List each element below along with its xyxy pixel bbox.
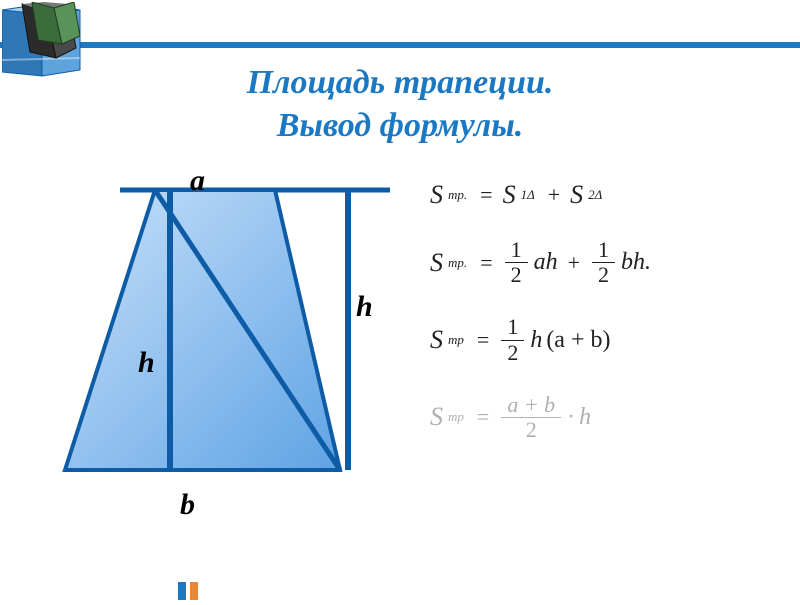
var-S: S [430,402,443,432]
equals: = [477,327,489,353]
term-ah: ah [534,249,558,276]
paren-ab: (a + b) [546,327,610,354]
term-bh: bh. [621,249,651,276]
trapezoid-diagram: a h h b [30,170,390,510]
formula-3: Sтр = 1 2 h (a + b) [430,315,770,364]
label-h-left: h [138,346,155,380]
equals: = [477,404,489,430]
label-b: b [180,488,195,522]
half-fraction: 1 2 [501,315,524,364]
var-S2: S [570,180,583,210]
trapezoid-shape [65,190,340,470]
var-S: S [430,325,443,355]
page-title: Площадь трапеции. Вывод формулы. [0,62,800,147]
term-h: h [530,327,542,354]
term-h: h [579,404,591,431]
formula-1: Sтр. = S 1Δ + S 2Δ [430,180,770,210]
equals: = [480,182,492,208]
formula-2: Sтр. = 1 2 ah + 1 2 bh. [430,238,770,287]
footer-marker-icon [178,582,200,600]
dot: · [567,404,575,431]
ab-over-2: a + b 2 [501,393,561,442]
header-rule [0,42,800,48]
title-line-1: Площадь трапеции. [0,62,800,105]
sub-tr: тр [448,332,464,348]
label-a: a [190,164,205,198]
sub-tr: тр. [448,187,467,203]
half-fraction-2: 1 2 [592,238,615,287]
half-fraction: 1 2 [505,238,528,287]
var-S: S [430,180,443,210]
formula-4: Sтр = a + b 2 · h [430,393,770,442]
title-line-2: Вывод формулы. [0,105,800,148]
sub-1: 1Δ [521,187,535,203]
formulas-column: Sтр. = S 1Δ + S 2Δ Sтр. = 1 2 ah + 1 2 bh.… [430,170,770,570]
plus: + [568,250,580,276]
plus: + [548,182,560,208]
sub-2: 2Δ [588,187,602,203]
sub-tr: тр [448,409,464,425]
label-h-right: h [356,290,373,324]
content-area: a h h b Sтр. = S 1Δ + S 2Δ Sтр. = 1 2 ah +… [30,170,770,570]
sub-tr: тр. [448,255,467,271]
equals: = [480,250,492,276]
var-S: S [430,248,443,278]
var-S1: S [503,180,516,210]
